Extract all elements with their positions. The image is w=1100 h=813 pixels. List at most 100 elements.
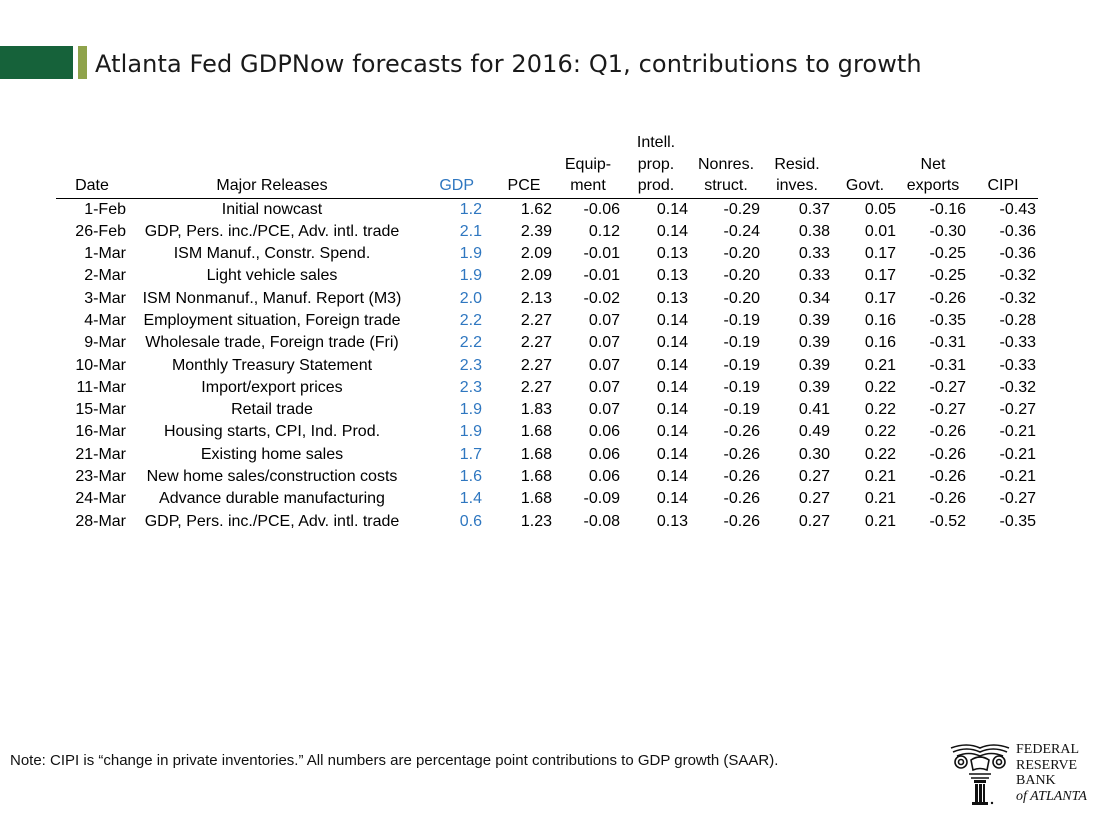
title-accent-light xyxy=(78,46,87,79)
column-header-line: Resid. xyxy=(774,155,820,173)
column-header-line: prod. xyxy=(637,177,675,194)
value-cell: 0.22 xyxy=(864,445,896,463)
table-row: 2-Mar Light vehicle sales 1.9 2.09 -0.01 0.13… xyxy=(56,265,1038,287)
value-cell: -0.29 xyxy=(723,200,760,218)
value-cell: 2.09 xyxy=(520,245,552,263)
date-cell: 24-Mar xyxy=(75,490,126,508)
value-cell: -0.28 xyxy=(999,311,1036,329)
date-cell: 9-Mar xyxy=(84,334,126,352)
value-cell: -0.36 xyxy=(999,222,1036,240)
value-cell: -0.27 xyxy=(999,490,1036,508)
value-cell: -0.52 xyxy=(929,512,966,530)
value-cell: 1.9 xyxy=(459,267,482,285)
value-cell: 0.39 xyxy=(798,378,830,396)
logo-line: RESERVE xyxy=(1016,757,1078,773)
title-accent-dark xyxy=(0,46,73,79)
column-header: Net exports xyxy=(898,132,968,199)
value-cell: 0.14 xyxy=(656,200,688,218)
value-cell: -0.27 xyxy=(999,401,1036,419)
value-cell: 2.2 xyxy=(459,334,482,352)
release-cell: Housing starts, CPI, Ind. Prod. xyxy=(163,423,381,441)
value-cell: -0.16 xyxy=(929,200,966,218)
column-header-line: inves. xyxy=(776,177,818,194)
value-cell: 0.13 xyxy=(656,512,688,530)
column-header-line: Nonres. xyxy=(697,155,755,173)
column-header: GDP xyxy=(416,132,494,199)
release-cell: Monthly Treasury Statement xyxy=(171,356,373,374)
value-cell: 0.27 xyxy=(798,512,830,530)
value-cell: 0.12 xyxy=(588,222,620,240)
value-cell: -0.09 xyxy=(583,490,620,508)
column-header-line: Equip- xyxy=(564,155,612,173)
release-cell: Employment situation, Foreign trade xyxy=(143,311,401,329)
date-cell: 1-Feb xyxy=(84,200,126,218)
value-cell: 0.39 xyxy=(798,311,830,329)
date-cell: 10-Mar xyxy=(75,356,126,374)
release-cell: Import/export prices xyxy=(201,378,343,396)
value-cell: 2.39 xyxy=(520,222,552,240)
value-cell: 0.06 xyxy=(588,445,620,463)
release-cell: GDP, Pers. inc./PCE, Adv. intl. trade xyxy=(144,512,400,530)
value-cell: 0.39 xyxy=(798,356,830,374)
value-cell: 0.13 xyxy=(656,267,688,285)
date-cell: 23-Mar xyxy=(75,468,126,486)
value-cell: 2.27 xyxy=(520,311,552,329)
value-cell: 0.14 xyxy=(656,401,688,419)
value-cell: 1.23 xyxy=(520,512,552,530)
table-row: 26-Feb GDP, Pers. inc./PCE, Adv. intl. tr… xyxy=(56,221,1038,243)
value-cell: -0.19 xyxy=(723,311,760,329)
value-cell: -0.26 xyxy=(929,289,966,307)
value-cell: -0.31 xyxy=(929,356,966,374)
column-header-line: Net xyxy=(920,155,946,173)
column-header-line: Major Releases xyxy=(216,177,328,194)
value-cell: 0.39 xyxy=(798,334,830,352)
value-cell: 2.27 xyxy=(520,334,552,352)
column-header: Major Releases xyxy=(128,132,416,199)
column-header: Date xyxy=(56,132,128,199)
value-cell: 0.21 xyxy=(864,468,896,486)
value-cell: 2.09 xyxy=(520,267,552,285)
table-row: 1-Mar ISM Manuf., Constr. Spend. 1.9 2.09 -0… xyxy=(56,243,1038,265)
value-cell: 1.4 xyxy=(459,490,482,508)
value-cell: -0.19 xyxy=(723,401,760,419)
logo-line: FEDERAL xyxy=(1016,742,1079,757)
value-cell: 0.17 xyxy=(864,245,896,263)
value-cell: -0.26 xyxy=(929,468,966,486)
value-cell: 0.07 xyxy=(588,378,620,396)
value-cell: -0.21 xyxy=(999,468,1036,486)
value-cell: -0.19 xyxy=(723,378,760,396)
value-cell: -0.20 xyxy=(723,245,760,263)
table-row: 15-Mar Retail trade 1.9 1.83 0.07 0.14 -0.19 0.… xyxy=(56,399,1038,421)
value-cell: 1.68 xyxy=(520,445,552,463)
table-header-row: Date Major Releases GDP PCE Equip-ment Intell… xyxy=(56,132,1038,199)
column-header: CIPI xyxy=(968,132,1038,199)
value-cell: 0.07 xyxy=(588,334,620,352)
table-body: 1-Feb Initial nowcast 1.2 1.62 -0.06 0.14 -0.2… xyxy=(56,198,1038,533)
release-cell: ISM Manuf., Constr. Spend. xyxy=(173,245,371,263)
release-cell: Wholesale trade, Foreign trade (Fri) xyxy=(145,334,399,352)
value-cell: 0.21 xyxy=(864,490,896,508)
value-cell: 0.14 xyxy=(656,311,688,329)
value-cell: -0.32 xyxy=(999,378,1036,396)
column-header-line: exports xyxy=(906,177,960,194)
release-cell: Retail trade xyxy=(231,401,313,419)
release-cell: ISM Nonmanuf., Manuf. Report (M3) xyxy=(142,289,402,307)
value-cell: -0.35 xyxy=(929,311,966,329)
date-cell: 2-Mar xyxy=(84,267,126,285)
value-cell: -0.33 xyxy=(999,334,1036,352)
value-cell: 0.22 xyxy=(864,401,896,419)
table-row: 9-Mar Wholesale trade, Foreign trade (Fri… xyxy=(56,332,1038,354)
value-cell: 0.16 xyxy=(864,311,896,329)
value-cell: 1.62 xyxy=(520,200,552,218)
date-cell: 4-Mar xyxy=(84,311,126,329)
value-cell: -0.43 xyxy=(999,200,1036,218)
date-cell: 1-Mar xyxy=(84,245,126,263)
table-row: 16-Mar Housing starts, CPI, Ind. Prod. 1.9… xyxy=(56,421,1038,443)
value-cell: 0.21 xyxy=(864,512,896,530)
value-cell: 0.14 xyxy=(656,445,688,463)
value-cell: 0.27 xyxy=(798,468,830,486)
column-header-line: Govt. xyxy=(845,177,885,194)
value-cell: -0.26 xyxy=(723,490,760,508)
value-cell: -0.19 xyxy=(723,356,760,374)
value-cell: 0.14 xyxy=(656,334,688,352)
